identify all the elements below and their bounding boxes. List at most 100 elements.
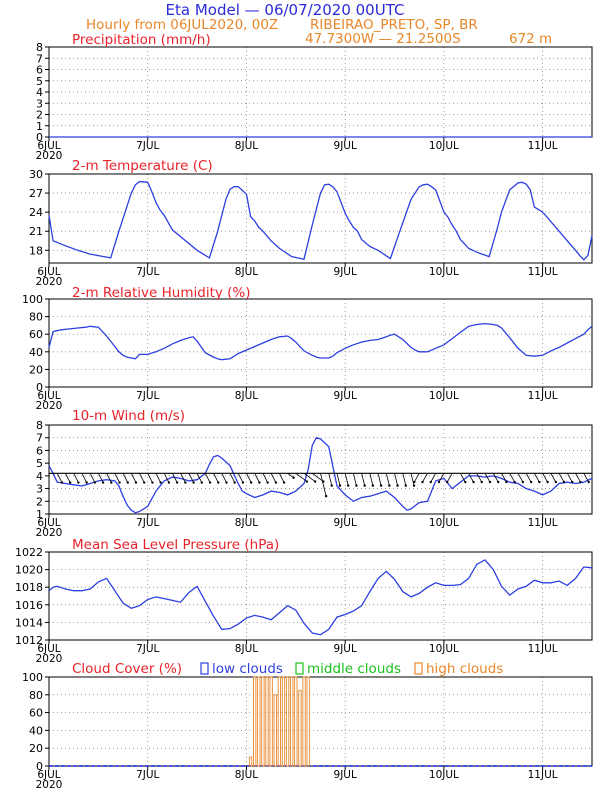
- x-tick-label: 11JUL: [528, 266, 558, 278]
- wind-arrow: [320, 473, 327, 497]
- x-tick-label: 7JUL: [136, 643, 159, 655]
- wind-arrow-head: [134, 481, 138, 484]
- wind-arrow: [413, 473, 420, 483]
- plot-frame: [48, 551, 593, 641]
- temperature-title: 2-m Temperature (C): [72, 158, 213, 174]
- wind-arrow-head: [412, 484, 416, 487]
- wind-arrow-head: [330, 484, 333, 487]
- high-cloud-bar: [253, 676, 257, 767]
- x-tick-label: 10JUL: [429, 266, 459, 278]
- wind-arrow-head: [404, 484, 407, 487]
- y-tick-label: 4: [36, 470, 43, 483]
- wind-arrow: [287, 472, 294, 479]
- y-tick-label: 3: [36, 97, 43, 110]
- legend-swatch-0: [200, 662, 209, 675]
- humidity-title: 2-m Relative Humidity (%): [72, 285, 251, 301]
- wind-arrow: [114, 473, 120, 483]
- wind-arrow-head: [562, 480, 566, 484]
- wind-arrow: [139, 473, 145, 483]
- x-tick-label: 11JUL: [528, 769, 558, 781]
- wind-arrow-head: [159, 481, 162, 484]
- wind-arrow-head: [480, 480, 483, 484]
- y-tick-label: 1: [36, 508, 43, 521]
- x-tick-label: 8JUL: [235, 517, 258, 529]
- precipitation-title: Precipitation (mm/h): [72, 32, 211, 48]
- wind-arrow: [204, 473, 211, 483]
- wind-arrow-head: [472, 480, 475, 484]
- x-tick-label: 10JUL: [429, 140, 459, 152]
- x-tick-label: 9JUL: [334, 140, 357, 152]
- wind-arrow: [122, 473, 129, 483]
- wind-arrow: [89, 473, 96, 483]
- wind-arrow: [369, 473, 374, 486]
- y-tick-label: 0: [36, 131, 43, 144]
- x-tick-label: 9JUL: [334, 390, 357, 402]
- x-tick-label: 6JUL: [37, 390, 60, 402]
- high-cloud-bar: [269, 676, 273, 767]
- x-tick-label: 6JUL: [37, 643, 60, 655]
- wind-arrow: [254, 473, 260, 483]
- wind-arrow: [303, 472, 316, 482]
- high-cloud-bar: [261, 676, 265, 767]
- wind-arrow-head: [521, 480, 525, 484]
- y-tick-label: 1012: [15, 634, 43, 647]
- wind-arrow: [180, 473, 186, 483]
- y-tick-label: 7: [36, 432, 43, 445]
- header-station: RIBEIRAO_PRETO, SP, BR: [310, 17, 478, 33]
- wind-arrow: [188, 473, 194, 483]
- x-tick-label: 9JUL: [334, 769, 357, 781]
- wind-arrow: [56, 473, 63, 483]
- wind-arrow-head: [421, 480, 424, 484]
- y-tick-label: 2: [36, 109, 43, 122]
- wind-arrow-head: [143, 481, 146, 484]
- x-tick-label: 7JUL: [136, 517, 159, 529]
- wind-arrow: [353, 473, 357, 486]
- pressure-title: Mean Sea Level Pressure (hPa): [72, 537, 279, 553]
- wind-arrow: [422, 473, 428, 483]
- wind-arrow-head: [587, 480, 590, 484]
- wind-arrow: [65, 473, 71, 483]
- wind-arrow-head: [305, 480, 309, 483]
- y-tick-label: 6: [36, 64, 43, 77]
- wind-arrow-head: [184, 481, 187, 484]
- wind-arrow-head: [538, 480, 541, 484]
- wind-arrow-head: [68, 481, 72, 484]
- high-cloud-bar: [281, 676, 286, 767]
- y-tick-label: 1018: [15, 581, 43, 594]
- wind-arrow-head: [388, 484, 391, 487]
- wind-arrow-head: [85, 481, 88, 484]
- wind-arrow: [106, 473, 112, 483]
- wind-arrow: [312, 472, 324, 482]
- x-tick-label: 8JUL: [235, 769, 258, 781]
- wind-arrow-head: [488, 480, 492, 484]
- x-tick-year-label: 2020: [36, 150, 63, 162]
- y-tick-label: 1016: [15, 599, 43, 612]
- x-tick-label: 7JUL: [136, 769, 159, 781]
- y-tick-label: 8: [36, 419, 43, 432]
- wind-arrow: [229, 473, 236, 483]
- wind-arrow-head: [258, 481, 261, 484]
- x-tick-label: 8JUL: [235, 643, 258, 655]
- wind-arrow-head: [93, 481, 97, 484]
- wind-arrow: [501, 473, 507, 483]
- wind-arrow: [155, 473, 162, 483]
- wind-arrow-head: [192, 481, 195, 484]
- x-tick-label: 9JUL: [334, 266, 357, 278]
- x-tick-label: 11JUL: [528, 643, 558, 655]
- high-cloud-bar: [294, 676, 298, 767]
- y-tick-label: 0: [36, 760, 43, 773]
- y-tick-label: 1: [36, 120, 43, 133]
- plot-frame: [48, 676, 593, 767]
- header-run-info: Hourly from 06JUL2020, 00Z: [86, 17, 278, 33]
- wind-arrow-head: [77, 481, 80, 484]
- y-tick-label: 100: [22, 293, 43, 306]
- wind-arrow-head: [167, 481, 171, 484]
- y-tick-label: 6: [36, 444, 43, 457]
- wind-arrow-head: [579, 480, 582, 484]
- wind-arrow-head: [546, 480, 549, 484]
- wind-arrow-head: [249, 481, 253, 484]
- wind-arrow-head: [241, 481, 245, 484]
- wind-arrow-head: [126, 481, 129, 484]
- y-tick-label: 1020: [15, 564, 43, 577]
- panel-mslp: 1012 1014 1016 1018 1020 1022 6JUL2020 7JUL 8JUL…: [15, 537, 593, 665]
